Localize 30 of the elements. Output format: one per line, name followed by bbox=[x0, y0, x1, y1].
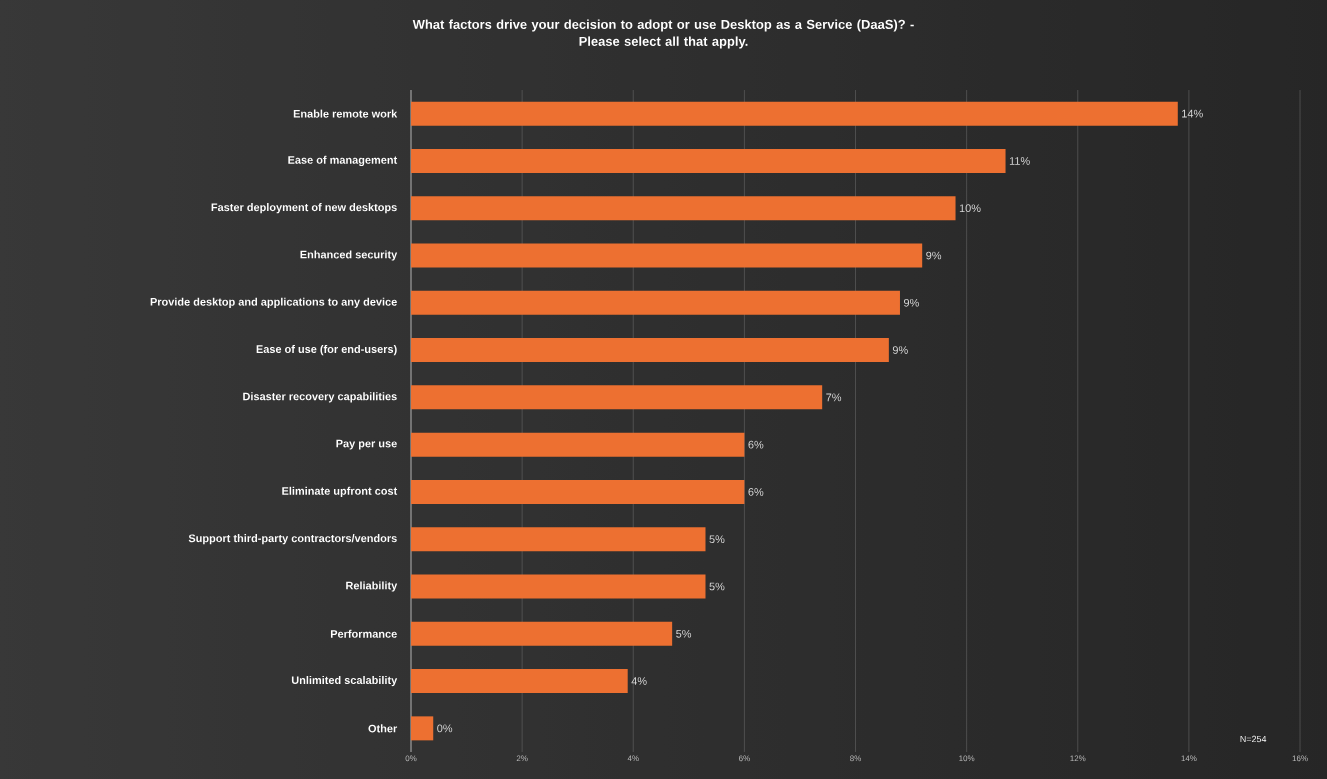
data-label: 4% bbox=[631, 677, 647, 685]
y-tick-label: Ease of use (for end-users) bbox=[256, 344, 397, 356]
data-label: 6% bbox=[748, 488, 764, 496]
data-label: 6% bbox=[748, 440, 764, 449]
y-tick-label: Support third-party contractors/vendors bbox=[188, 534, 397, 545]
data-label: 10% bbox=[959, 204, 981, 213]
chart-title: What factors drive your decision to adopt or use Desktop as a Service (DaaS)? - Please select all that apply. bbox=[412, 19, 914, 49]
y-tick-label: Pay per use bbox=[336, 439, 397, 450]
data-label: 9% bbox=[904, 298, 919, 307]
y-tick-label: Eliminate upfront cost bbox=[282, 486, 398, 498]
annotation: N=254 bbox=[1240, 735, 1267, 743]
y-tick-label: Unlimited scalability bbox=[291, 675, 398, 687]
y-tick-label: Disaster recovery capabilities bbox=[243, 392, 397, 403]
data-label: 5% bbox=[676, 629, 692, 638]
data-label: 14% bbox=[1182, 109, 1203, 118]
data-label: 5% bbox=[709, 535, 725, 544]
y-tick-label: Ease of management bbox=[288, 155, 398, 167]
y-tick-label: Provide desktop and applications to any device bbox=[150, 297, 397, 308]
data-label: 11% bbox=[1009, 157, 1030, 165]
data-label: 7% bbox=[826, 393, 842, 402]
data-label: 0% bbox=[437, 724, 453, 733]
y-tick-label: Enhanced security bbox=[300, 250, 398, 261]
y-tick-label: Other bbox=[368, 724, 398, 733]
data-label: 9% bbox=[926, 251, 942, 260]
data-label: 5% bbox=[709, 582, 725, 591]
y-tick-label: Faster deployment of new desktops bbox=[211, 203, 397, 214]
y-tick-label: Performance bbox=[330, 629, 397, 638]
y-tick-label: Reliability bbox=[346, 581, 398, 592]
data-label: 9% bbox=[892, 346, 908, 354]
y-tick-label: Enable remote work bbox=[293, 109, 398, 118]
